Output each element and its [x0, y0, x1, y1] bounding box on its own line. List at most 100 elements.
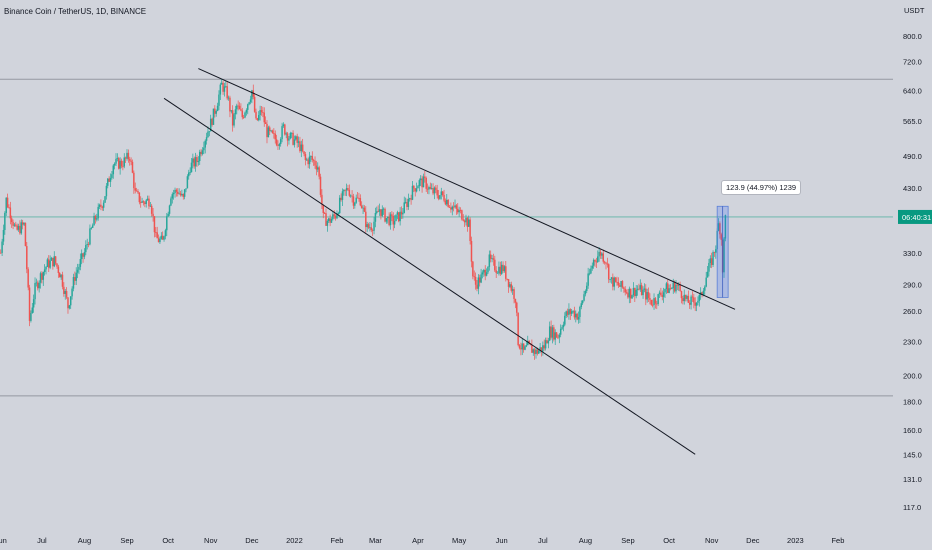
x-tick-label: Feb [331, 536, 344, 545]
candle-body [259, 110, 261, 116]
candle-body [580, 303, 583, 307]
y-tick-label: 180.0 [903, 397, 922, 406]
candle-body [74, 277, 76, 281]
candle-body [181, 193, 183, 196]
chart-title: Binance Coin / TetherUS, 1D, BINANCE [4, 7, 147, 16]
candle-body [256, 118, 259, 121]
candle-body [396, 212, 399, 215]
candle-body [355, 197, 357, 203]
candle-body [373, 221, 375, 231]
candle-body [620, 281, 622, 287]
candle-body [322, 204, 325, 213]
candle-body [709, 258, 712, 263]
x-tick-label: Nov [705, 536, 719, 545]
candle-body [178, 193, 180, 195]
candle-body [163, 236, 165, 240]
candle-body [21, 222, 24, 225]
candle-body [457, 208, 459, 213]
candle-body [421, 178, 423, 188]
candle-body [42, 272, 45, 280]
candle-body [651, 304, 654, 306]
candle-body [533, 349, 536, 355]
candle-body [67, 297, 69, 309]
candle-body [510, 284, 513, 291]
candle-body [448, 206, 451, 208]
candle-body [657, 294, 659, 304]
candle-body [679, 285, 681, 292]
candle-body [710, 258, 713, 265]
x-tick-label: 2023 [787, 536, 804, 545]
candle-body [226, 86, 228, 99]
candle-body [215, 111, 217, 114]
candle-body [168, 205, 171, 214]
candle-body [391, 214, 393, 216]
candle-body [352, 196, 355, 206]
current-price-label: 06:40:31 [898, 209, 932, 224]
candle-body [642, 289, 644, 296]
candle-body [156, 232, 158, 239]
candle-body [724, 215, 727, 239]
candle-body [1, 241, 3, 253]
candle-body [568, 309, 570, 315]
candle-body [248, 102, 250, 105]
candle-body [358, 197, 360, 199]
candle-body [492, 258, 495, 260]
candle-body [212, 108, 215, 125]
candle-body [483, 269, 485, 273]
candle-body [134, 188, 136, 191]
candle-body [167, 213, 169, 217]
candle-body [149, 205, 152, 207]
candle-body [230, 110, 233, 112]
candle-body [185, 188, 187, 190]
candle-body [632, 287, 635, 296]
candle-body [555, 332, 558, 338]
candle-body [155, 232, 157, 234]
y-tick-label: 430.0 [903, 184, 922, 193]
candle-body [671, 288, 673, 290]
candle-body [447, 199, 449, 207]
candle-body [164, 230, 167, 237]
candle-body [190, 162, 193, 173]
candle-body [89, 228, 91, 245]
candle-body [308, 156, 311, 165]
candle-body [63, 286, 65, 294]
candle-body [370, 227, 373, 231]
candle-body [639, 285, 642, 290]
candle-body [488, 254, 491, 267]
candle-body [462, 219, 465, 221]
candle-body [402, 212, 404, 215]
candle-body [496, 272, 499, 274]
candle-body [120, 160, 123, 167]
candle-body [150, 205, 153, 214]
candle-body [50, 257, 53, 261]
candle-body [381, 209, 384, 216]
candle-body [166, 216, 168, 231]
candle-body [618, 285, 621, 287]
candle-body [12, 222, 14, 226]
candle-body [60, 274, 62, 278]
candle-body [378, 209, 381, 212]
candle-body [664, 288, 666, 293]
candle-body [338, 197, 341, 214]
candle-body [317, 167, 319, 170]
candle-body [419, 178, 422, 181]
candle-body [260, 110, 263, 113]
candle-body [400, 211, 403, 215]
candle-body [621, 281, 624, 288]
candle-body [349, 195, 352, 197]
candle-body [65, 291, 68, 298]
candle-body [6, 197, 9, 208]
candle-body [701, 292, 703, 295]
candle-body [157, 238, 160, 243]
candle-body [365, 211, 367, 228]
x-tick-label: Apr [412, 536, 424, 545]
candle-body [293, 139, 296, 145]
candle-body [668, 288, 670, 293]
candle-body [247, 104, 249, 110]
candle-body [682, 298, 684, 302]
candle-body [10, 218, 13, 223]
candle-body [413, 185, 415, 189]
candle-body [119, 160, 121, 169]
